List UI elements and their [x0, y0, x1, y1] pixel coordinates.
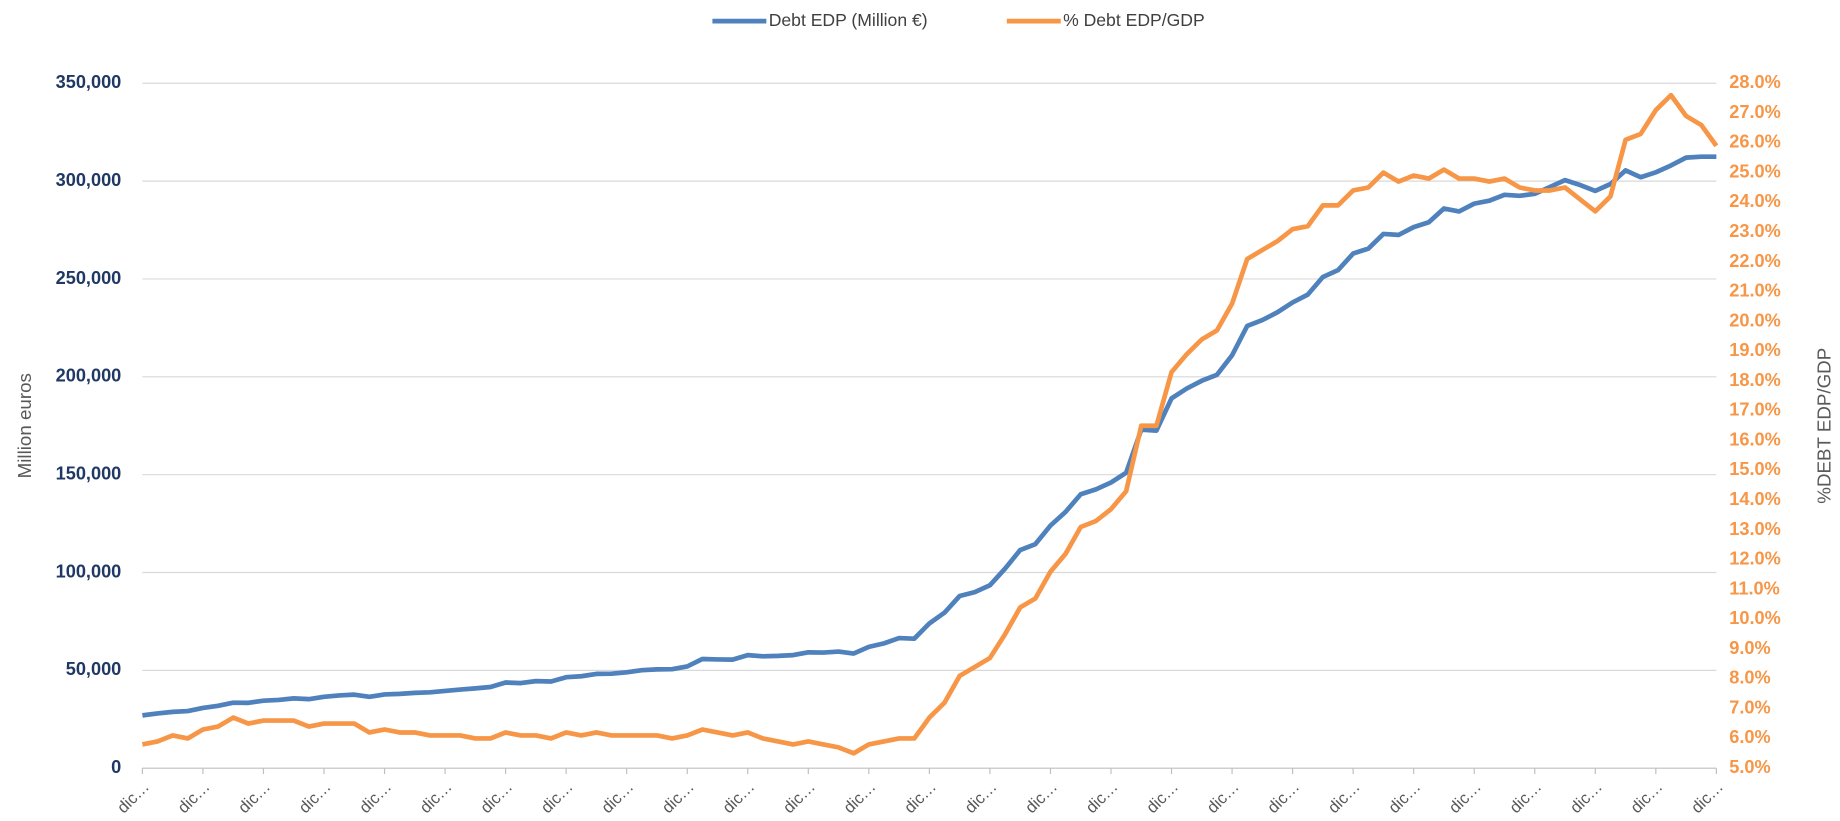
y2-tick-label: 9.0%: [1729, 638, 1770, 658]
y2-tick-label: 13.0%: [1729, 519, 1780, 539]
series-line: [141, 92, 1719, 756]
x-tick-label: dic…: [1022, 778, 1061, 817]
y2-tick-label: 28.0%: [1729, 72, 1780, 92]
y-tick-label: 100,000: [56, 561, 122, 581]
x-tick-label: dic…: [719, 778, 758, 817]
y2-tick-label: 6.0%: [1729, 727, 1770, 747]
x-tick-label: dic…: [1264, 778, 1303, 817]
y2-tick-label: 15.0%: [1729, 459, 1780, 479]
y-tick-label: 250,000: [56, 268, 122, 288]
y2-tick-label: 5.0%: [1729, 757, 1770, 777]
x-tick-label: dic…: [114, 778, 153, 817]
x-tick-label: dic…: [780, 778, 819, 817]
y-axis-title: Million euros: [14, 373, 35, 478]
y2-axis-title: %DEBT EDP/GDP: [1813, 348, 1834, 504]
y2-tick-label: 10.0%: [1729, 608, 1780, 628]
x-tick-label: dic…: [1082, 778, 1121, 817]
y2-tick-label: 17.0%: [1729, 400, 1780, 420]
y2-tick-label: 20.0%: [1729, 310, 1780, 330]
x-tick-label: dic…: [1688, 778, 1727, 817]
x-tick-label: dic…: [961, 778, 1000, 817]
x-tick-label: dic…: [356, 778, 395, 817]
x-tick-label: dic…: [1143, 778, 1182, 817]
x-tick-label: dic…: [477, 778, 516, 817]
y2-tick-label: 12.0%: [1729, 549, 1780, 569]
x-tick-label: dic…: [295, 778, 334, 817]
x-tick-label: dic…: [235, 778, 274, 817]
legend-label: Debt EDP (Million €): [769, 10, 928, 30]
x-tick-label: dic…: [840, 778, 879, 817]
x-tick-label: dic…: [174, 778, 213, 817]
y-tick-label: 300,000: [56, 170, 122, 190]
x-tick-label: dic…: [1385, 778, 1424, 817]
x-tick-label: dic…: [538, 778, 577, 817]
y2-tick-label: 18.0%: [1729, 370, 1780, 390]
x-tick-label: dic…: [901, 778, 940, 817]
x-tick-label: dic…: [659, 778, 698, 817]
x-tick-label: dic…: [1446, 778, 1485, 817]
y2-tick-label: 22.0%: [1729, 251, 1780, 271]
y2-tick-label: 26.0%: [1729, 132, 1780, 152]
x-tick-label: dic…: [1325, 778, 1364, 817]
x-tick-label: dic…: [1203, 778, 1242, 817]
y2-tick-label: 7.0%: [1729, 697, 1770, 717]
y2-tick-label: 11.0%: [1729, 578, 1779, 598]
y2-tick-label: 21.0%: [1729, 281, 1780, 301]
x-tick-label: dic…: [417, 778, 456, 817]
y2-tick-label: 27.0%: [1729, 102, 1780, 122]
y-tick-label: 50,000: [66, 659, 122, 679]
x-tick-label: dic…: [1627, 778, 1666, 817]
y2-tick-label: 24.0%: [1729, 191, 1780, 211]
legend-label: % Debt EDP/GDP: [1063, 10, 1205, 30]
y-tick-label: 200,000: [56, 366, 122, 386]
y-tick-label: 150,000: [56, 463, 122, 483]
y2-tick-label: 8.0%: [1729, 668, 1770, 688]
y2-tick-label: 23.0%: [1729, 221, 1780, 241]
x-tick-label: dic…: [598, 778, 637, 817]
y2-tick-label: 25.0%: [1729, 161, 1780, 181]
y-tick-label: 0: [111, 757, 121, 777]
y2-tick-label: 16.0%: [1729, 429, 1780, 449]
x-tick-label: dic…: [1567, 778, 1606, 817]
y-tick-label: 350,000: [56, 72, 122, 92]
x-tick-label: dic…: [1506, 778, 1545, 817]
y2-tick-label: 14.0%: [1729, 489, 1780, 509]
series-line: [142, 154, 1717, 718]
y2-tick-label: 19.0%: [1729, 340, 1780, 360]
